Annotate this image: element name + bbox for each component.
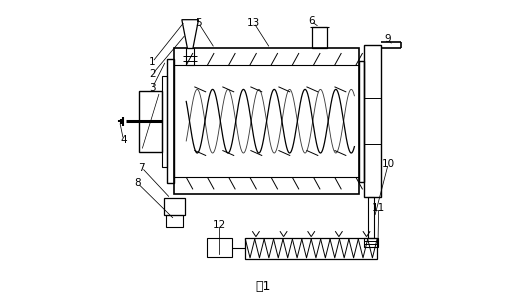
- Text: 7: 7: [139, 162, 145, 173]
- Bar: [364, 238, 378, 247]
- Bar: [174, 48, 359, 194]
- Bar: [164, 198, 185, 215]
- Bar: [187, 48, 194, 65]
- Text: 9: 9: [384, 34, 391, 45]
- Bar: [313, 27, 327, 48]
- Bar: [364, 45, 381, 197]
- Bar: [246, 238, 377, 259]
- Bar: [139, 91, 162, 152]
- Text: 4: 4: [120, 135, 127, 145]
- Text: 11: 11: [372, 202, 385, 213]
- Text: 1: 1: [149, 57, 155, 67]
- Bar: [162, 76, 168, 167]
- Text: 13: 13: [247, 18, 260, 28]
- Text: 8: 8: [134, 178, 141, 188]
- Text: 5: 5: [195, 18, 202, 28]
- Bar: [359, 61, 364, 182]
- Text: 2: 2: [149, 69, 155, 79]
- Bar: [368, 197, 374, 238]
- Text: 12: 12: [213, 220, 226, 230]
- Text: 3: 3: [149, 83, 155, 93]
- Bar: [207, 238, 232, 258]
- Polygon shape: [182, 20, 199, 48]
- Text: 10: 10: [382, 158, 395, 169]
- Bar: [166, 215, 183, 227]
- Text: 图1: 图1: [256, 280, 271, 293]
- Text: 6: 6: [308, 16, 315, 26]
- Bar: [168, 59, 174, 183]
